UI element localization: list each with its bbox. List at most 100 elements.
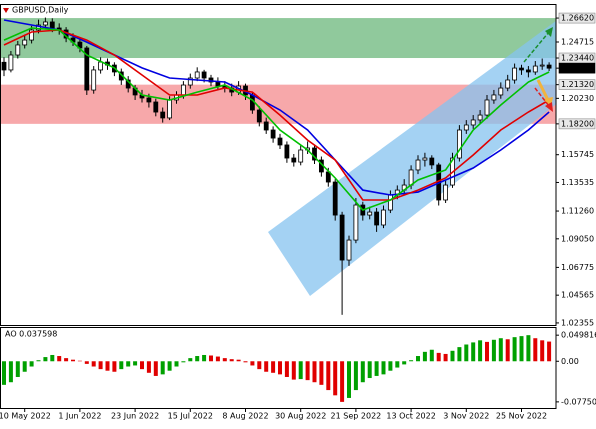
candle-body <box>484 99 490 116</box>
x-tick-label: 10 May 2022 <box>0 412 51 421</box>
ao-bar <box>547 341 552 362</box>
arrow-head <box>545 27 553 37</box>
candle-body <box>22 39 28 46</box>
candle-body <box>539 64 545 67</box>
ao-bar <box>257 361 262 370</box>
candle-body <box>353 204 359 241</box>
x-tick-label: 25 Nov 2022 <box>496 412 547 421</box>
ao-bar <box>209 355 213 362</box>
y-tick-label: 1.26620 <box>561 14 594 23</box>
x-tick-label: 1 Jun 2022 <box>58 412 101 421</box>
ao-bar <box>416 356 420 362</box>
ao-bar <box>2 361 6 385</box>
ao-bar <box>140 361 144 370</box>
y-tick-label: 1.06775 <box>561 263 594 272</box>
y-tick-label: 1.09050 <box>561 234 594 243</box>
ao-bar <box>298 361 303 380</box>
candle-body <box>346 239 352 261</box>
ao-bar <box>29 361 34 367</box>
candle-body <box>187 77 193 86</box>
ao-bar <box>50 354 55 362</box>
candle-body <box>49 21 55 29</box>
ao-bar <box>512 337 517 362</box>
ao-bar <box>271 361 276 373</box>
ao-bar <box>367 361 372 379</box>
candle-body <box>84 47 90 91</box>
ao-bar <box>284 361 289 377</box>
price-panel <box>1 17 552 315</box>
ao-bar <box>540 340 545 362</box>
candle-body <box>284 144 290 159</box>
label-box <box>558 62 596 74</box>
y-tick-label: 1.11260 <box>561 207 594 216</box>
moving-average <box>3 29 550 201</box>
ao-bar <box>174 361 179 367</box>
ao-bar <box>105 361 110 371</box>
candle-body <box>256 109 262 123</box>
ao-bar <box>98 361 103 370</box>
candle-body <box>470 119 476 126</box>
y-tick-label: 1.02355 <box>561 318 594 327</box>
candle-body <box>408 169 414 186</box>
x-tick-label: 3 Nov 2022 <box>443 412 489 421</box>
ao-bar <box>340 361 345 402</box>
ao-bar <box>222 358 227 362</box>
x-tick-label: 21 Sep 2022 <box>331 412 382 421</box>
candle-body <box>8 54 14 71</box>
candle-body <box>270 129 276 139</box>
candle-body <box>498 87 504 96</box>
ao-bar <box>519 336 524 362</box>
ao-frame <box>0 327 557 409</box>
candle-body <box>415 159 421 171</box>
candle-body <box>98 61 103 71</box>
candle-body <box>422 157 428 161</box>
candle-body <box>477 114 483 121</box>
ao-bar <box>491 339 496 362</box>
ao-bar <box>250 361 255 366</box>
candle-body <box>546 64 552 69</box>
ao-bar <box>395 361 400 368</box>
y-tick-label: 1.18200 <box>561 119 594 128</box>
ao-bar <box>278 361 282 375</box>
candle-body <box>208 77 214 83</box>
ao-bar <box>188 358 193 362</box>
ao-bar <box>195 356 200 362</box>
candle-body <box>491 94 497 101</box>
candle-body <box>512 67 517 81</box>
ao-bar <box>153 361 158 376</box>
arrow-mid <box>536 79 550 101</box>
ao-bar <box>215 356 220 362</box>
ao-bar <box>36 360 41 362</box>
candle-body <box>505 79 511 89</box>
ao-bar <box>64 358 69 362</box>
y-tick-label: 1.04565 <box>561 291 594 300</box>
ao-bar <box>443 353 448 362</box>
x-tick-label: 30 Aug 2022 <box>275 412 326 421</box>
candle-body <box>367 211 373 216</box>
ao-bar <box>8 361 13 383</box>
ao-bar <box>326 361 331 391</box>
ao-bar <box>264 361 269 372</box>
ao-bar <box>243 361 248 363</box>
ao-bar <box>457 347 462 362</box>
symbol-icon <box>3 8 9 13</box>
ao-bar <box>353 361 358 391</box>
ao-tick-label: 0.049816 <box>561 331 596 340</box>
ao-bar <box>133 361 138 366</box>
ao-bar <box>464 344 469 362</box>
candle-body <box>519 67 524 71</box>
ao-bar <box>77 360 82 362</box>
candle-body <box>387 194 393 211</box>
arrow-head <box>545 102 553 112</box>
candle-body <box>291 157 297 163</box>
y-tick-label: 1.20230 <box>561 94 594 103</box>
ao-bar <box>381 361 386 375</box>
candle-body <box>298 149 304 163</box>
ao-bar <box>91 361 96 367</box>
candle-body <box>194 71 200 79</box>
ao-bar <box>526 335 531 362</box>
label-box <box>558 79 596 90</box>
ao-bar <box>167 361 172 371</box>
x-tick-label: 15 Jul 2022 <box>168 412 213 421</box>
ao-bar <box>436 352 441 362</box>
